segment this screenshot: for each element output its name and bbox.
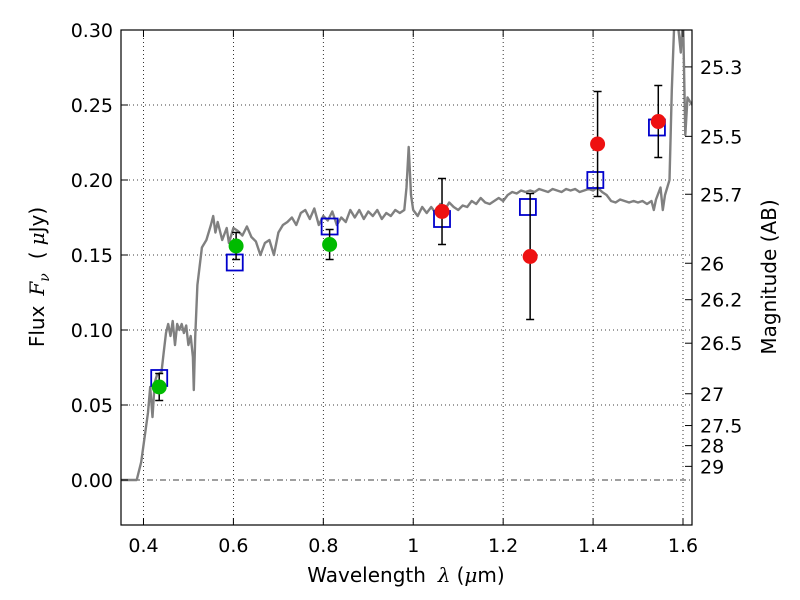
y-tick-label: 0.20 — [71, 170, 113, 192]
right-axis-label: Magnitude (AB) — [757, 199, 781, 354]
model-square-marker — [225, 253, 244, 272]
plot-frame — [120, 29, 693, 526]
magnitude-tick-label: 26.5 — [700, 333, 742, 355]
x-tick-label: 0.6 — [218, 535, 248, 557]
data-point-marker — [590, 136, 606, 152]
y-axis-label: FluxFν(μJy) — [25, 207, 53, 347]
x-axis-label: Wavelength λ (μm) — [307, 563, 504, 587]
x-tick-label: 1.2 — [488, 535, 518, 557]
magnitude-tick-label: 29 — [700, 456, 724, 478]
data-point-marker — [228, 238, 244, 254]
points-layer — [150, 84, 666, 402]
spectrum-line — [121, 30, 692, 482]
model-square-marker — [586, 171, 605, 189]
data-point-marker — [434, 204, 450, 219]
magnitude-tick-label: 27 — [700, 384, 724, 406]
magnitude-tick-label: 25.5 — [700, 126, 742, 148]
grid — [121, 29, 692, 525]
y-tick-label: 0.10 — [71, 320, 113, 342]
ticks-layer: 0.4 0.6 0.8 1 1.2 1.4 1.6 0.00 0.05 0.10 0.15 0.20 0… — [71, 20, 743, 557]
x-tick-label: 1.6 — [668, 535, 698, 557]
y-tick-label: 0.25 — [71, 95, 113, 117]
magnitude-tick-label: 25.3 — [700, 57, 742, 79]
y-tick-label: 0.05 — [71, 395, 113, 417]
x-tick-label: 1.4 — [578, 535, 608, 557]
model-square-marker — [518, 198, 537, 216]
x-tick-label: 0.8 — [308, 535, 338, 557]
data-point-marker — [322, 237, 338, 252]
x-tick-label: 0.4 — [128, 535, 158, 557]
y-tick-label: 0.00 — [71, 470, 113, 492]
x-tick-label: 1 — [407, 535, 419, 557]
data-point-marker — [522, 249, 538, 264]
magnitude-tick-label: 25.7 — [700, 184, 742, 206]
magnitude-tick-label: 26.2 — [700, 290, 742, 312]
y-tick-label: 0.15 — [71, 245, 113, 267]
magnitude-tick-label: 27.5 — [700, 416, 742, 438]
magnitude-tick-label: 26 — [700, 253, 724, 275]
y-tick-label: 0.30 — [71, 20, 113, 42]
data-point-marker — [151, 379, 167, 395]
data-point-marker — [650, 114, 666, 129]
spectrum-layer — [121, 30, 692, 482]
magnitude-tick-label: 28 — [700, 436, 724, 458]
